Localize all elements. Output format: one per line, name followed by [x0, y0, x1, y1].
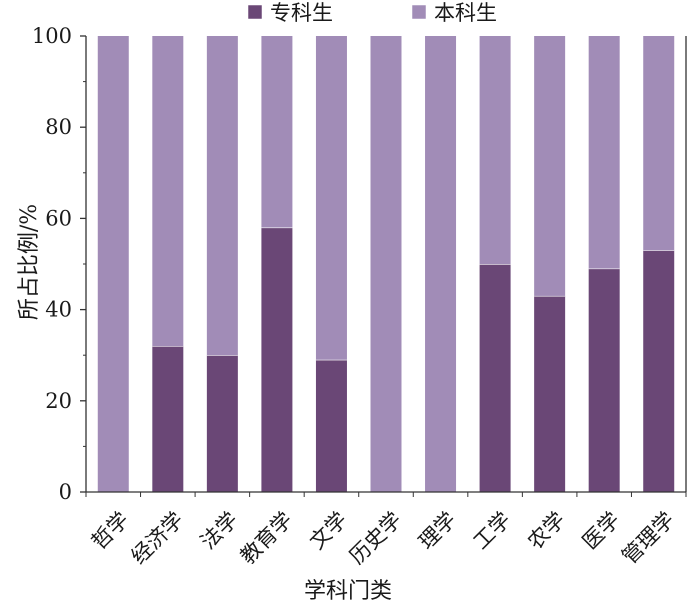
- bar-zhuanke-1: [152, 346, 184, 492]
- legend-swatch-0: [247, 4, 263, 20]
- x-tick-label: 哲学: [87, 507, 134, 554]
- bar-benke-10: [643, 36, 675, 251]
- y-tick-label: 0: [59, 480, 72, 504]
- x-tick-label: 历史学: [345, 507, 407, 569]
- x-tick-label: 管理学: [617, 507, 679, 569]
- bar-zhuanke-7: [479, 264, 511, 492]
- y-axis-title: 所占比例/%: [17, 204, 42, 320]
- bar-benke-3: [261, 36, 293, 228]
- x-tick-label: 医学: [578, 507, 625, 554]
- bar-benke-1: [152, 36, 184, 347]
- bar-zhuanke-4: [315, 359, 347, 492]
- bar-benke-0: [97, 36, 129, 492]
- y-tick-label: 20: [45, 389, 72, 413]
- bar-benke-4: [315, 36, 347, 360]
- bar-benke-6: [425, 36, 457, 492]
- bar-zhuanke-9: [588, 268, 620, 492]
- bar-benke-9: [588, 36, 620, 269]
- x-tick-label: 工学: [469, 507, 516, 554]
- bar-zhuanke-2: [206, 355, 238, 492]
- x-axis-title: 学科门类: [304, 579, 392, 604]
- legend: 专科生 本科生: [247, 1, 497, 25]
- y-tick-label: 60: [45, 206, 72, 230]
- x-tick-label: 农学: [523, 507, 570, 554]
- bar-zhuanke-10: [643, 250, 675, 492]
- legend-label-1: 本科生: [434, 1, 497, 25]
- legend-swatch-1: [411, 4, 427, 20]
- x-tick-label: 教育学: [236, 507, 298, 569]
- bar-zhuanke-3: [261, 227, 293, 492]
- y-tick-label: 40: [45, 298, 72, 322]
- x-tick-label: 法学: [196, 507, 243, 554]
- x-tick-label: 文学: [305, 507, 352, 554]
- legend-label-0: 专科生: [270, 1, 333, 25]
- bar-benke-8: [534, 36, 566, 296]
- bar-benke-7: [479, 36, 511, 264]
- bar-benke-5: [370, 36, 402, 492]
- bar-benke-2: [206, 36, 238, 356]
- bars-group: [97, 36, 675, 492]
- x-tick-label: 经济学: [127, 507, 189, 569]
- x-tick-label: 理学: [414, 507, 461, 554]
- bar-zhuanke-8: [534, 295, 566, 492]
- y-tick-label: 100: [32, 24, 72, 48]
- y-tick-label: 80: [45, 115, 72, 139]
